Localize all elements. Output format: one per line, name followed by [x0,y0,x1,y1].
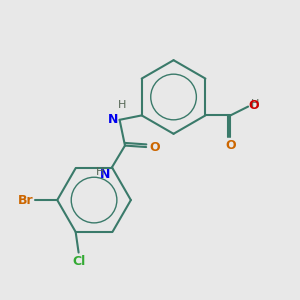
Text: Cl: Cl [72,255,85,268]
Text: N: N [108,113,118,126]
Text: Br: Br [18,194,34,207]
Text: H: H [250,99,259,109]
Text: O: O [225,139,236,152]
Text: O: O [248,99,259,112]
Text: N: N [100,168,110,181]
Text: H: H [118,100,126,110]
Text: O: O [150,141,160,154]
Text: H: H [96,167,105,177]
